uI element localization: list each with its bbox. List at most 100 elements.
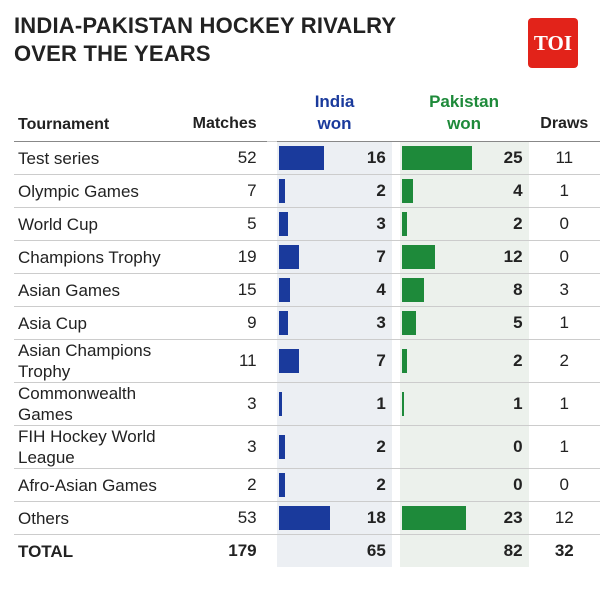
pakistan-cell: 0 (399, 425, 529, 469)
spacer (266, 84, 278, 142)
pakistan-bar (401, 311, 416, 335)
pakistan-cell: 4 (399, 174, 529, 208)
draws: 1 (528, 382, 600, 426)
pakistan-bar (401, 245, 436, 269)
column-header: Tournament (14, 84, 189, 142)
draws: 0 (528, 468, 600, 502)
tournament: Asian Games (14, 273, 189, 307)
spacer (391, 468, 400, 502)
spacer (391, 306, 400, 340)
value: 82 (503, 541, 523, 560)
matches: 53 (188, 501, 267, 535)
india-cell: 65 (277, 534, 392, 567)
india-bar (279, 506, 330, 530)
draws: 0 (528, 207, 600, 241)
tournament: Others (14, 501, 189, 535)
draws: 1 (528, 306, 600, 340)
tournament: World Cup (14, 207, 189, 241)
value: 18 (366, 508, 386, 527)
spacer (266, 501, 278, 535)
value: 2 (376, 181, 386, 200)
tournament: Asia Cup (14, 306, 189, 340)
column-header: India won (277, 84, 392, 142)
matches: 5 (188, 207, 267, 241)
value: 8 (513, 280, 523, 299)
row: Afro-Asian Games 2 2 0 0 (14, 468, 600, 502)
india-cell: 3 (277, 207, 392, 241)
spacer (266, 306, 278, 340)
spacer (266, 468, 278, 502)
matches: 19 (188, 240, 267, 274)
india-cell: 16 (277, 141, 392, 175)
spacer (391, 273, 400, 307)
value: 7 (376, 351, 386, 370)
tournament: Test series (14, 141, 189, 175)
matches: 15 (188, 273, 267, 307)
india-bar (279, 473, 285, 497)
row: Asian Champions Trophy 11 7 2 2 (14, 339, 600, 383)
row: Champions Trophy 19 7 12 0 (14, 240, 600, 274)
tournament: TOTAL (14, 534, 189, 567)
spacer (391, 174, 400, 208)
spacer (391, 382, 400, 426)
value: 2 (513, 214, 523, 233)
pakistan-cell: 5 (399, 306, 529, 340)
pakistan-cell: 8 (399, 273, 529, 307)
spacer (266, 425, 278, 469)
value: 4 (376, 280, 386, 299)
value: 2 (513, 351, 523, 370)
pakistan-cell: 1 (399, 382, 529, 426)
pakistan-cell: 12 (399, 240, 529, 274)
spacer (391, 207, 400, 241)
tournament: Asian Champions Trophy (14, 339, 189, 383)
pakistan-bar (401, 278, 424, 302)
column-header: Matches (188, 84, 267, 142)
row: Commonwealth Games 3 1 1 1 (14, 382, 600, 426)
value: 2 (376, 437, 386, 456)
column-header: Draws (528, 84, 600, 142)
india-bar (279, 278, 291, 302)
row: Asian Games 15 4 8 3 (14, 273, 600, 307)
pakistan-bar (401, 179, 413, 203)
row: World Cup 5 3 2 0 (14, 207, 600, 241)
matches: 11 (188, 339, 267, 383)
india-cell: 7 (277, 339, 392, 383)
pakistan-cell: 2 (399, 207, 529, 241)
india-bar (279, 392, 283, 416)
draws: 0 (528, 240, 600, 274)
spacer (266, 174, 278, 208)
pakistan-bar (401, 146, 472, 170)
india-cell: 4 (277, 273, 392, 307)
draws: 3 (528, 273, 600, 307)
matches: 3 (188, 425, 267, 469)
value: 16 (366, 148, 386, 167)
india-cell: 3 (277, 306, 392, 340)
pakistan-bar (401, 349, 408, 373)
pakistan-cell: 2 (399, 339, 529, 383)
logo: TOI (528, 18, 578, 68)
total-row: TOTAL 179 65 82 32 (14, 534, 600, 567)
spacer (391, 240, 400, 274)
spacer (266, 141, 278, 175)
value: 5 (513, 313, 523, 332)
matches: 3 (188, 382, 267, 426)
india-bar (279, 146, 325, 170)
spacer (391, 84, 400, 142)
value: 2 (376, 475, 386, 494)
draws: 12 (528, 501, 600, 535)
matches: 9 (188, 306, 267, 340)
value: 0 (513, 475, 523, 494)
india-cell: 2 (277, 425, 392, 469)
india-bar (279, 245, 299, 269)
spacer (266, 382, 278, 426)
draws: 32 (528, 534, 600, 567)
spacer (391, 501, 400, 535)
matches: 7 (188, 174, 267, 208)
matches: 179 (188, 534, 267, 567)
india-cell: 18 (277, 501, 392, 535)
row: FIH Hockey World League 3 2 0 1 (14, 425, 600, 469)
spacer (391, 534, 400, 567)
value: 0 (513, 437, 523, 456)
pakistan-bar (401, 506, 466, 530)
